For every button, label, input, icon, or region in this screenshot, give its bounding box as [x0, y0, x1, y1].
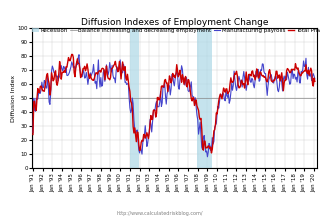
Title: Diffusion Indexes of Employment Change: Diffusion Indexes of Employment Change: [81, 18, 268, 27]
Text: http://www.calculatedriskblog.com/: http://www.calculatedriskblog.com/: [117, 211, 203, 216]
Bar: [130, 28, 139, 168]
Y-axis label: Diffusion Index: Diffusion Index: [11, 75, 16, 122]
Bar: [197, 28, 212, 168]
Legend: Recession, Balance increasing and decreasing employment, Manufacturing payrolls,: Recession, Balance increasing and decrea…: [32, 28, 320, 33]
